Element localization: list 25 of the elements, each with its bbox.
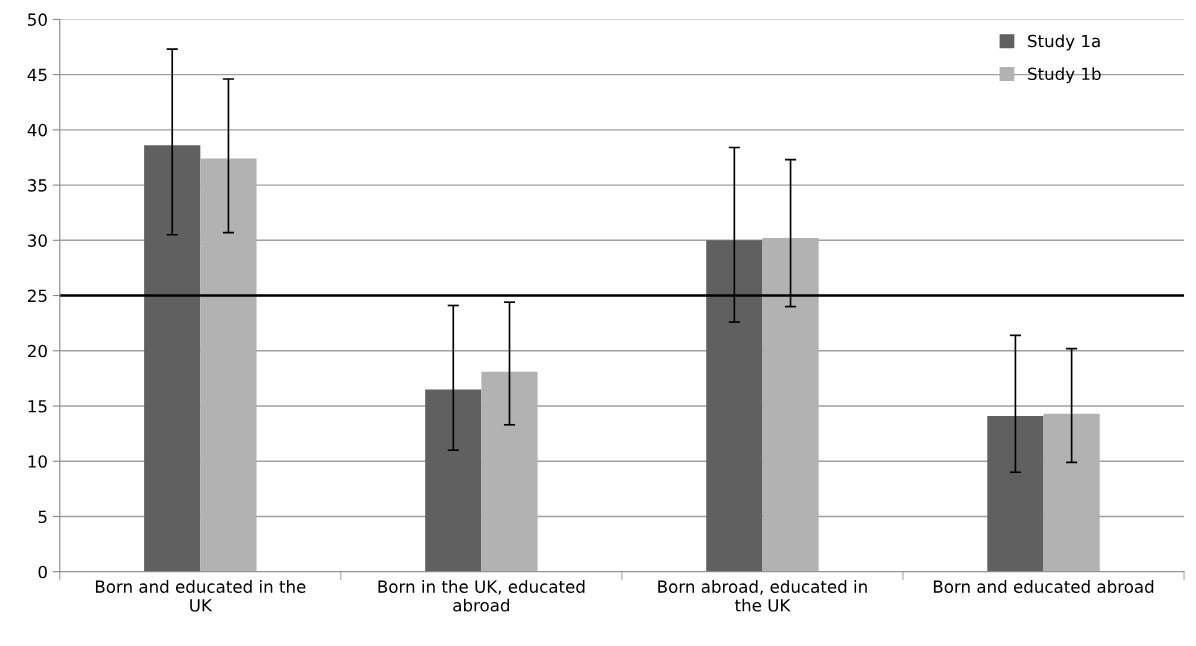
legend-label: Study 1a xyxy=(1028,34,1100,51)
y-tick-label: 45 xyxy=(27,68,47,82)
y-tick-label: 30 xyxy=(28,234,47,247)
bar xyxy=(144,145,201,572)
legend-label: Study 1b xyxy=(1028,67,1101,84)
y-tick-label: 25 xyxy=(28,289,47,303)
bar xyxy=(987,415,1044,572)
y-tick-label: 5 xyxy=(38,510,47,524)
y-tick-label: 40 xyxy=(27,123,47,137)
x-tick-label: Born and educated in the UK xyxy=(95,580,306,612)
x-tick-label: Born in the UK, educated abroad xyxy=(378,580,585,612)
bar xyxy=(706,240,763,572)
y-tick-label: 0 xyxy=(38,565,47,579)
y-tick-label: 15 xyxy=(28,400,47,413)
bar xyxy=(425,389,482,572)
y-tick-label: 35 xyxy=(28,179,47,192)
y-tick-label: 10 xyxy=(28,455,47,468)
bar xyxy=(481,371,538,572)
bar xyxy=(1043,413,1100,572)
x-tick-label: Born abroad, educated in the UK xyxy=(658,580,867,612)
bar xyxy=(200,158,257,572)
bar xyxy=(762,238,819,572)
y-tick-label: 20 xyxy=(28,344,47,358)
x-tick-label: Born and educated abroad xyxy=(933,580,1154,593)
y-tick-label: 50 xyxy=(28,13,47,26)
